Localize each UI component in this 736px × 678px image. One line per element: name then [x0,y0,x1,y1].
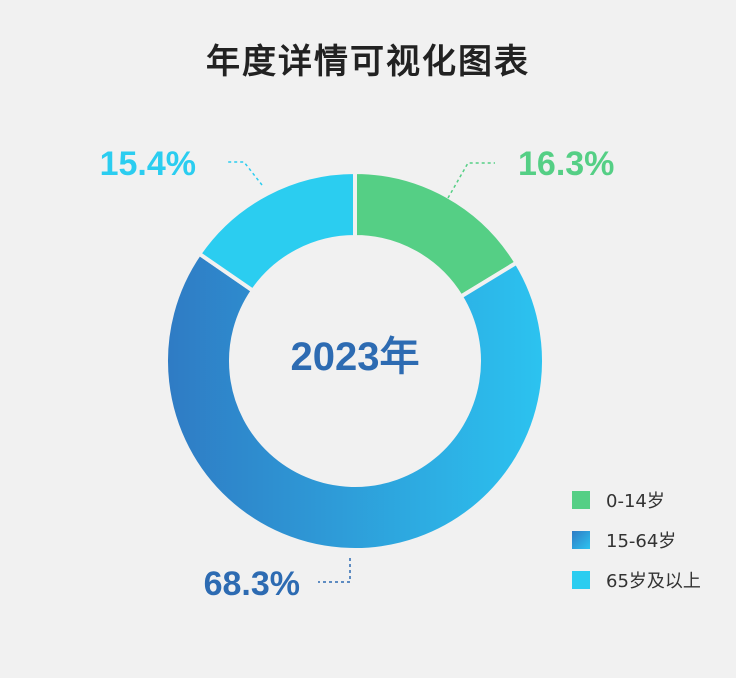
legend-item-15-64: 15-64岁 [572,530,701,552]
legend-swatch [572,491,590,509]
data-label: 16.3% [518,145,614,183]
data-label: 68.3% [204,565,300,603]
legend-label: 65岁及以上 [606,571,701,592]
donut-slice [196,169,357,294]
legend: 0-14岁 15-64岁 65岁及以上 [572,490,701,592]
legend-label: 15-64岁 [606,531,677,552]
leader-line [447,162,495,199]
donut-slice [164,251,546,552]
legend-swatch [572,571,590,589]
center-label: 2023年 [291,335,420,379]
leader-line [318,558,351,583]
leader-line [226,161,263,186]
data-label: 15.4% [100,145,196,183]
chart-title: 年度详情可视化图表 [206,42,530,82]
legend-item-0-14: 0-14岁 [572,490,701,512]
legend-label: 0-14岁 [606,491,665,512]
legend-item-65-plus: 65岁及以上 [572,570,701,592]
legend-swatch [572,531,590,549]
